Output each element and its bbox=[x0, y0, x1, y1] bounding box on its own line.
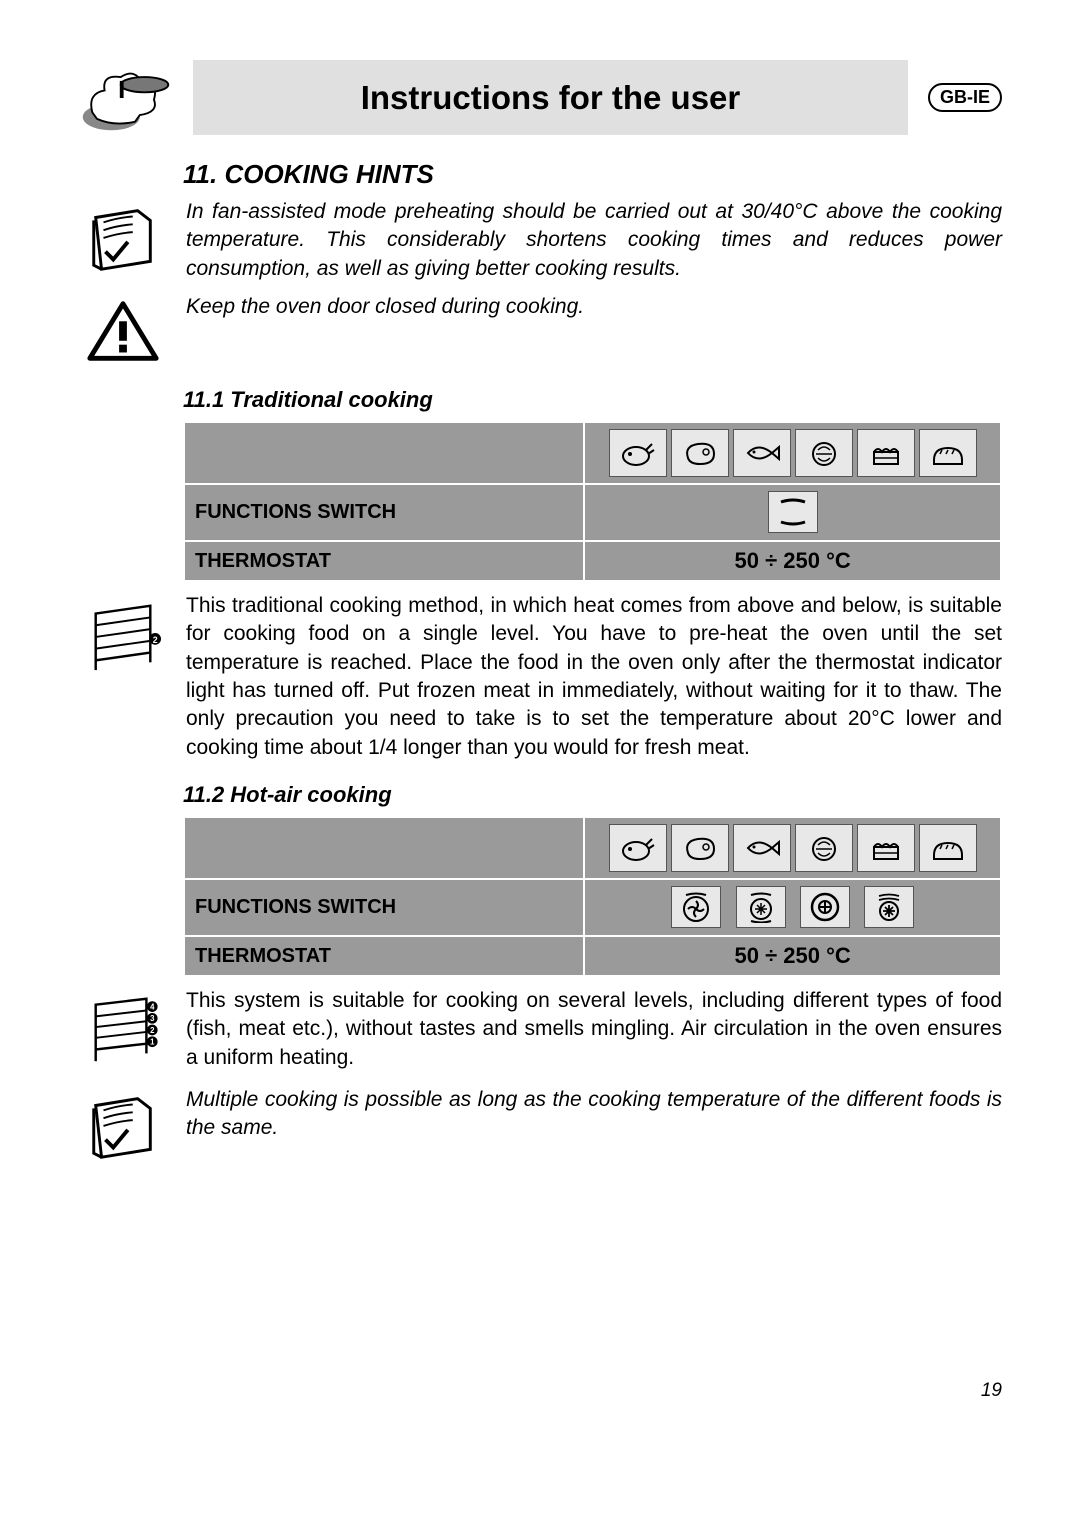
vegetable-icon bbox=[795, 429, 853, 477]
oven-rack-single-icon: 2 bbox=[78, 592, 168, 762]
top-bottom-heat-icon bbox=[768, 491, 818, 533]
table-row: FUNCTIONS SWITCH bbox=[184, 484, 1001, 541]
hotair-settings-table: FUNCTIONS SWITCH THERMOSTAT 50 ÷ 250 °C bbox=[183, 816, 1002, 977]
page-number: 19 bbox=[78, 1380, 1002, 1402]
fan-heat-3-icon bbox=[800, 886, 850, 928]
svg-text:4: 4 bbox=[150, 1003, 155, 1012]
functions-switch-label: FUNCTIONS SWITCH bbox=[184, 879, 584, 936]
warning-triangle-icon bbox=[78, 293, 168, 367]
header-title-bar: Instructions for the user bbox=[193, 60, 908, 135]
bread-icon bbox=[919, 824, 977, 872]
language-badge: GB-IE bbox=[928, 83, 1002, 112]
food-types-label-cell bbox=[184, 422, 584, 484]
meat-icon bbox=[671, 429, 729, 477]
vegetable-icon bbox=[795, 824, 853, 872]
traditional-heading: 11.1 Traditional cooking bbox=[183, 387, 1002, 413]
functions-switch-label: FUNCTIONS SWITCH bbox=[184, 484, 584, 541]
table-row: THERMOSTAT 50 ÷ 250 °C bbox=[184, 936, 1001, 976]
svg-text:1: 1 bbox=[150, 1038, 155, 1047]
section-heading: 11. COOKING HINTS bbox=[183, 159, 1002, 190]
meat-icon bbox=[671, 824, 729, 872]
svg-text:3: 3 bbox=[150, 1014, 155, 1023]
functions-switch-value bbox=[584, 879, 1001, 936]
poultry-icon bbox=[609, 824, 667, 872]
hotair-heading: 11.2 Hot-air cooking bbox=[183, 782, 1002, 808]
svg-text:2: 2 bbox=[150, 1026, 155, 1035]
fan-heat-1-icon bbox=[671, 886, 721, 928]
oven-rack-multi-icon: 4 3 2 1 bbox=[78, 987, 168, 1072]
fan-heat-2-icon bbox=[736, 886, 786, 928]
hotair-note-block: Multiple cooking is possible as long as … bbox=[78, 1086, 1002, 1160]
cake-icon bbox=[857, 429, 915, 477]
traditional-body-block: 2 This traditional cooking method, in wh… bbox=[78, 592, 1002, 762]
traditional-settings-table: FUNCTIONS SWITCH THERMOSTAT 50 ÷ 250 °C bbox=[183, 421, 1002, 582]
cake-icon bbox=[857, 824, 915, 872]
traditional-body: This traditional cooking method, in whic… bbox=[186, 592, 1002, 762]
page-header: Instructions for the user GB-IE bbox=[78, 60, 1002, 135]
food-icon-strip bbox=[584, 422, 1001, 484]
poultry-icon bbox=[609, 429, 667, 477]
fan-heat-4-icon bbox=[864, 886, 914, 928]
hotair-note: Multiple cooking is possible as long as … bbox=[186, 1086, 1002, 1160]
table-row: FUNCTIONS SWITCH bbox=[184, 879, 1001, 936]
table-row bbox=[184, 422, 1001, 484]
fish-icon bbox=[733, 824, 791, 872]
intro-block: In fan-assisted mode preheating should b… bbox=[78, 198, 1002, 283]
table-row bbox=[184, 817, 1001, 879]
thermostat-value: 50 ÷ 250 °C bbox=[584, 936, 1001, 976]
fish-icon bbox=[733, 429, 791, 477]
hotair-body-block: 4 3 2 1 This system is suitable for cook… bbox=[78, 987, 1002, 1072]
thermostat-label: THERMOSTAT bbox=[184, 936, 584, 976]
hotair-body: This system is suitable for cooking on s… bbox=[186, 987, 1002, 1072]
food-icon-strip bbox=[584, 817, 1001, 879]
thermostat-value: 50 ÷ 250 °C bbox=[584, 541, 1001, 581]
warning-text: Keep the oven door closed during cooking… bbox=[186, 293, 584, 367]
header-title: Instructions for the user bbox=[361, 79, 741, 117]
thermostat-label: THERMOSTAT bbox=[184, 541, 584, 581]
functions-switch-value bbox=[584, 484, 1001, 541]
svg-text:2: 2 bbox=[153, 635, 158, 645]
table-row: THERMOSTAT 50 ÷ 250 °C bbox=[184, 541, 1001, 581]
chef-hat-icon bbox=[78, 60, 173, 135]
food-types-label-cell bbox=[184, 817, 584, 879]
intro-text: In fan-assisted mode preheating should b… bbox=[186, 198, 1002, 283]
warning-block: Keep the oven door closed during cooking… bbox=[78, 293, 1002, 367]
notepad-icon bbox=[78, 1086, 168, 1160]
bread-icon bbox=[919, 429, 977, 477]
notepad-icon bbox=[78, 198, 168, 283]
